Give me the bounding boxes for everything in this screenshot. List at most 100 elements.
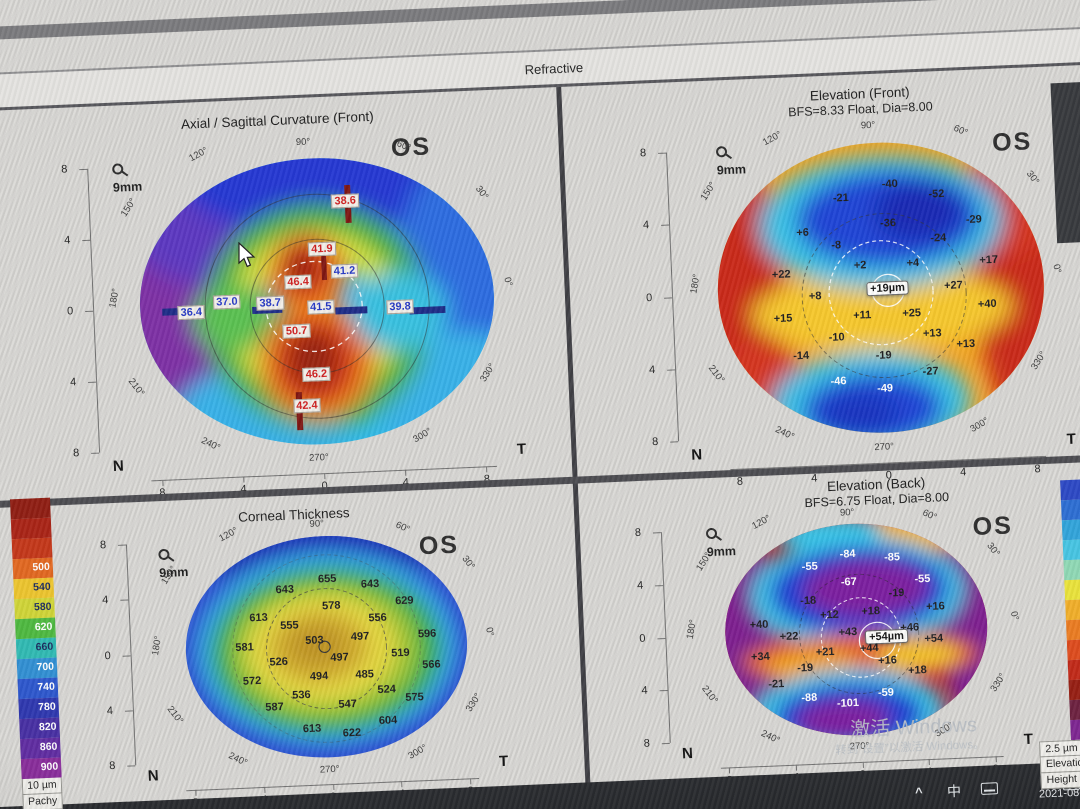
map-value: 604 [378,714,398,728]
axis-tick [661,742,670,745]
axis-tick [324,473,326,480]
axis-tick [667,369,676,371]
map-value: 494 [309,669,329,683]
map-value: 613 [249,611,268,625]
map-value: 643 [275,583,295,597]
panel-corneal-thickness: Corneal Thickness OS 9mm [12,484,586,809]
angle-label: 90° [309,518,325,531]
color-scale-segment [1063,558,1080,581]
axis-tick-label: 4 [648,363,656,376]
color-scale-value: 580 [33,600,52,614]
axis-tick [658,152,667,154]
color-scale-segment: +15 [1065,597,1080,621]
map-value: -67 [840,576,857,589]
panel-elevation-front: Elevation (Front) BFS=8.33 Float, Dia=8.… [563,66,1080,488]
temporal-label: T [498,752,509,771]
nasal-label: N [690,446,703,464]
angle-label: 0° [1007,609,1021,622]
color-scale-segment [11,537,53,560]
color-scale-segment: 860 [20,737,61,760]
angle-label: 90° [860,120,876,132]
map-value: -101 [836,696,860,710]
elevation-scale-unit: 2.5 µm [1039,737,1080,758]
axis-tick-label: 4 [102,594,109,607]
elevation-front-map[interactable]: -21 -40 -52 -36 -29 +6 -8 -24 +2 +4 +17 +22 +8 +19µm +… [640,120,1076,488]
map-value: +27 [943,278,964,292]
color-scale-segment [1062,538,1080,561]
corneal-thickness-map[interactable]: 655 643 643 578 629 613 555 556 503 497 596 581 526 4… [100,518,509,808]
axis-tick-label: 4 [69,376,77,389]
axis-tick [124,710,133,712]
map-value: +13 [922,326,942,340]
map-value: 41.9 [307,241,336,257]
elevation-back-map[interactable]: -55 -84 -85 -67 -55 -18 -19 +12 +18 +16 +40 +22 +43 +… [635,507,1034,787]
color-scale-segment [10,517,52,540]
color-scale-value: 860 [39,740,58,754]
vertical-axis: 8 4 0 4 8 [61,163,101,460]
map-value: -21 [832,191,849,205]
axis-tick [88,381,97,384]
color-scale-value: 540 [32,580,51,594]
axis-tick-label: 8 [60,163,68,176]
map-value: +40 [749,618,769,632]
map-value: 526 [269,655,289,669]
map-value: +19µm [865,279,910,296]
map-value: -84 [839,548,856,561]
map-value: 581 [235,641,254,655]
map-value: 497 [330,651,349,664]
axis-tick-label: 4 [642,219,650,232]
map-value: -59 [877,686,895,700]
axis-tick [657,637,666,639]
axial-curvature-map[interactable]: 38.6 41.9 41.2 46.4 37.0 38.7 41.5 39.8 36.4 50.7… [61,136,527,499]
map-value: +18 [907,663,927,677]
color-scale-segment: +25 [1065,617,1080,641]
map-value: +54 [924,632,944,646]
map-value: -19 [875,349,892,363]
axis-tick [82,239,91,242]
axis-tick [670,441,679,443]
taskbar-chevron-up-icon[interactable]: ^ [914,784,923,800]
map-value: 39.8 [386,298,415,315]
map-value: 519 [391,646,410,659]
nasal-label: N [147,767,159,785]
axis-tick-label: 0 [104,649,111,662]
map-value: +17 [979,253,999,267]
map-value: -19 [888,587,905,600]
map-value: +18 [861,605,881,619]
taskbar-ime-indicator[interactable]: 中 [946,782,962,800]
color-scale-segment: 500 [12,557,54,580]
color-scale-segment: +45 [1067,657,1080,681]
map-value: +44 [859,641,879,655]
angle-label: 0° [483,626,497,638]
map-value: 596 [417,627,437,640]
angle-label: 180° [149,635,164,657]
color-scale-segment [1060,478,1080,501]
map-value: 555 [279,619,299,633]
color-scale-value: 900 [40,760,59,774]
map-value: 575 [405,690,424,704]
map-value: +22 [771,268,791,281]
map-value: 566 [422,658,441,672]
map-value: +16 [877,654,898,667]
axis-tick [161,479,164,486]
color-scale-segment: 660 [15,637,57,660]
angle-label: 90° [839,506,855,519]
elevation-back-heatmap-svg [720,518,992,741]
map-value: +22 [779,630,799,643]
axis-tick [120,599,129,602]
color-scale-value: 820 [38,720,57,734]
axis-tick [655,584,664,587]
map-value: 655 [317,572,337,586]
keyboard-icon[interactable] [980,782,999,795]
map-value: 503 [305,634,324,647]
axis-tick [928,759,930,766]
map-value: +43 [838,625,858,639]
axis-tick-label: 0 [645,291,653,304]
map-value: -19 [796,661,814,675]
map-value: 536 [292,688,311,702]
map-value: 38.7 [256,295,285,311]
map-value: -40 [881,178,898,191]
color-scale-segment [1060,498,1080,521]
